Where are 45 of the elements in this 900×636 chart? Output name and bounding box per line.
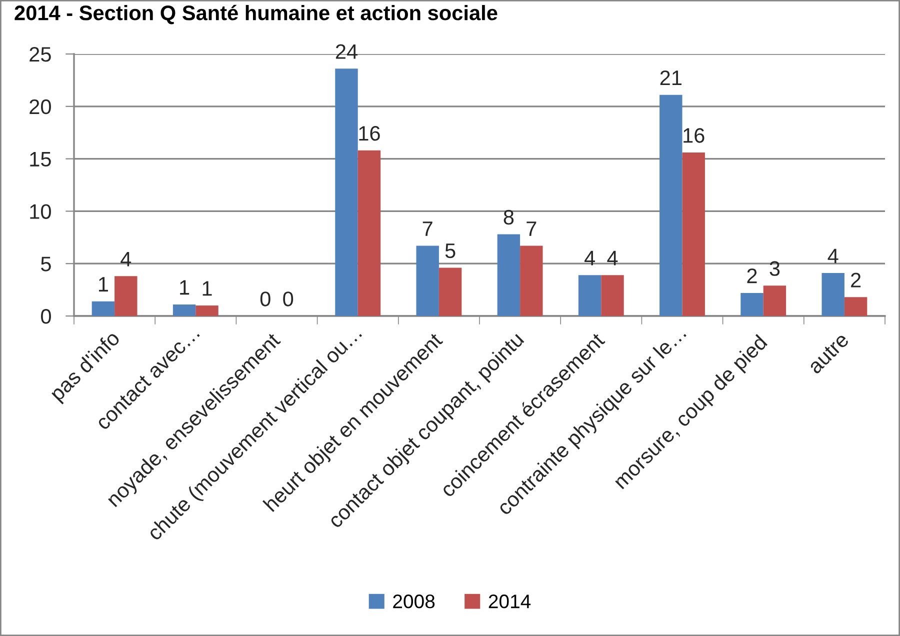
y-tick-label: 10	[30, 204, 51, 219]
bar	[740, 292, 764, 316]
y-tick-label: 15	[30, 152, 51, 167]
bar	[660, 94, 682, 316]
bar	[335, 68, 358, 316]
legend-label: 2014	[488, 594, 531, 608]
data-label: 3	[770, 261, 780, 276]
data-label: 1	[180, 280, 190, 295]
bar	[358, 150, 381, 316]
data-label: 2	[747, 268, 757, 284]
bar	[763, 286, 786, 316]
bar	[497, 234, 520, 316]
bar	[114, 276, 138, 316]
bar	[601, 275, 624, 316]
data-label: 8	[504, 210, 514, 225]
y-tick-label: 20	[30, 99, 51, 114]
data-label: 4	[607, 250, 618, 266]
bar	[844, 297, 868, 316]
data-label: 1	[98, 277, 108, 292]
data-label: 21	[660, 70, 682, 85]
data-label: 1	[202, 281, 212, 296]
bar	[196, 306, 218, 316]
bar	[682, 152, 705, 316]
y-tick-label: 5	[41, 256, 51, 272]
bar	[578, 275, 602, 316]
data-label: 4	[828, 248, 838, 264]
bar	[822, 273, 844, 316]
data-label: 7	[422, 222, 432, 236]
data-label: 16	[684, 128, 704, 143]
data-label: 0	[283, 292, 294, 306]
legend-label: 2008	[393, 594, 435, 608]
data-label: 2	[851, 272, 861, 288]
bar	[92, 301, 115, 316]
bar	[172, 304, 196, 316]
bar	[438, 268, 462, 316]
y-tick-label: 25	[30, 47, 51, 62]
y-tick-label: 0	[41, 309, 51, 324]
data-label: 16	[359, 126, 380, 141]
data-label: 4	[584, 250, 595, 266]
data-label: 0	[260, 292, 270, 306]
data-label: 7	[526, 222, 536, 236]
data-label: 5	[445, 244, 456, 258]
bar	[520, 246, 543, 316]
bar	[416, 246, 439, 316]
chart-title: 2014 - Section Q Santé humaine et action sociale	[14, 4, 498, 24]
